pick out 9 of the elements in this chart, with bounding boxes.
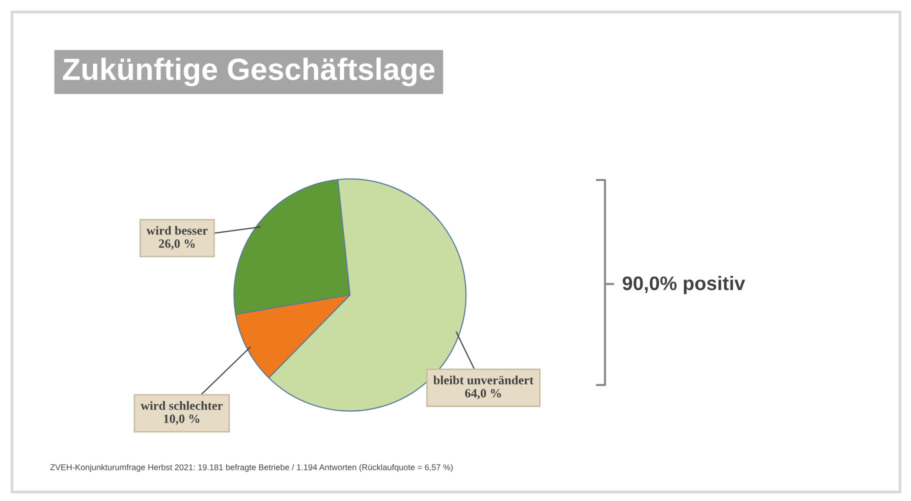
chart-title: Zukünftige Geschäftslage xyxy=(62,58,434,86)
text: ZVEH-Konjunkturumfrage Herbst 2021: 19.181 befragte Betriebe / 1.194 Antworten (Rücklaufquote = 6,57 %) xyxy=(50,464,453,472)
data-label: 64,0 % xyxy=(465,389,501,400)
slice-label: bleibt unverändert xyxy=(433,376,534,384)
data-label: 26,0 % xyxy=(158,239,195,250)
slice-label: wird besser xyxy=(146,226,208,235)
slice-label: wird schlechter xyxy=(140,401,223,410)
data-label: 10,0 % xyxy=(164,414,200,425)
text: 90,0% positiv xyxy=(622,276,746,294)
